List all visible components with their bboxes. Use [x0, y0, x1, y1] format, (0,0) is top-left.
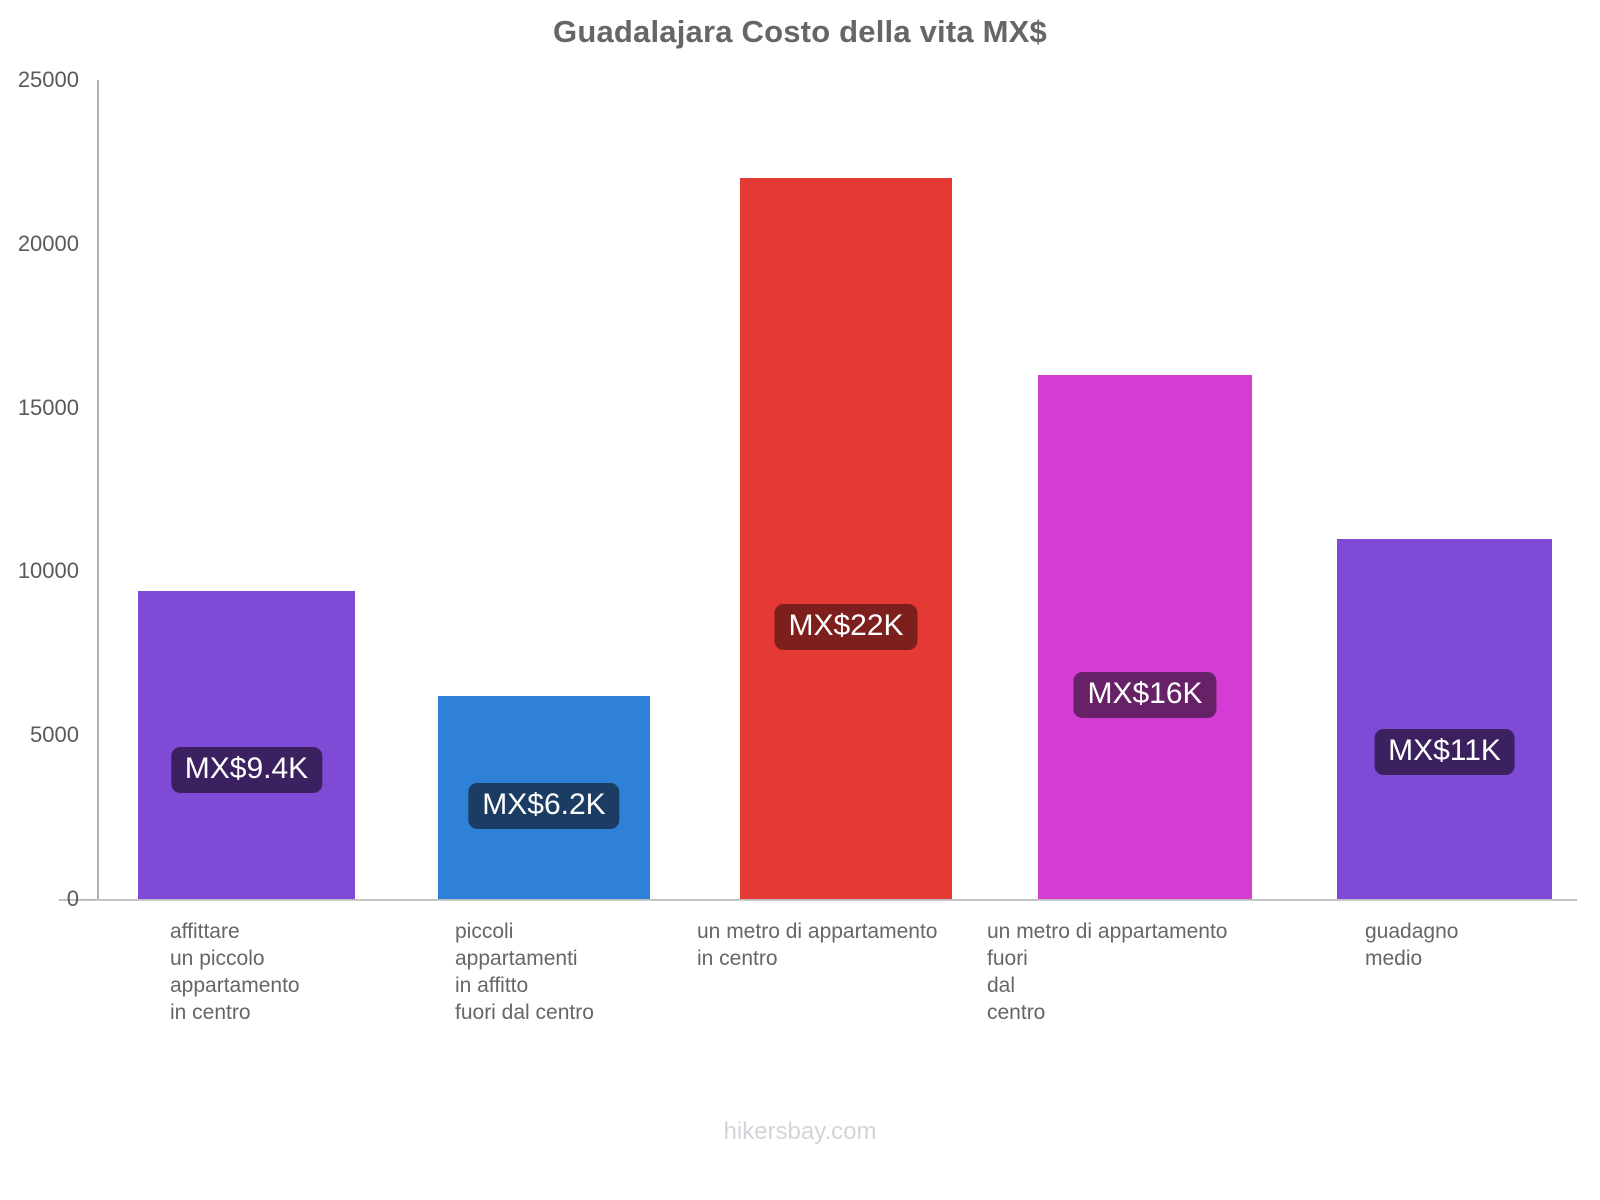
bar-value-badge: MX$16K	[1073, 672, 1217, 719]
y-axis-line	[97, 80, 99, 899]
bar[interactable]: MX$6.2K	[438, 695, 650, 899]
y-axis-tick-label: 0	[66, 886, 79, 911]
y-axis-tick-label: 25000	[17, 67, 79, 92]
bar-value-badge: MX$22K	[774, 604, 918, 651]
bar-value-badge: MX$11K	[1374, 728, 1515, 775]
footer-watermark: hikersbay.com	[723, 1118, 877, 1145]
bar[interactable]: MX$9.4K	[138, 591, 355, 899]
x-axis-category-label: guadagno medio	[1365, 920, 1459, 970]
bar[interactable]: MX$11K	[1337, 538, 1552, 899]
bar[interactable]: MX$22K	[740, 178, 952, 899]
x-axis-baseline	[59, 899, 1577, 901]
x-axis-category-label: un metro di appartamento in centro	[697, 920, 938, 970]
bars-group: MX$9.4K MX$6.2K MX$22K MX$16K MX$11K	[97, 80, 1577, 899]
x-axis-category-labels: affittare un piccolo appartamento in cen…	[97, 918, 1577, 1058]
bar-value-badge: MX$9.4K	[170, 746, 323, 793]
x-axis-category-label: affittare un piccolo appartamento in cen…	[170, 920, 300, 1024]
y-axis-tick-label: 20000	[17, 230, 79, 256]
bar[interactable]: MX$16K	[1038, 374, 1252, 899]
y-axis-tick-mark	[83, 899, 95, 900]
y-axis-tick-label: 10000	[17, 558, 79, 584]
bar-value-badge: MX$6.2K	[468, 782, 620, 829]
page-title: Guadalajara Costo della vita MX$	[553, 14, 1047, 49]
x-axis-category-label: un metro di appartamento fuori dal centr…	[987, 920, 1228, 1024]
x-axis-category-label: piccoli appartamenti in affitto fuori da…	[455, 920, 594, 1024]
y-axis-tick-label: 5000	[30, 722, 79, 748]
plot-area: 0 5000 10000 15000 20000 25000 MX$9.4K MX$6.2K…	[18, 67, 1577, 911]
y-axis-tick-label: 15000	[17, 394, 79, 420]
